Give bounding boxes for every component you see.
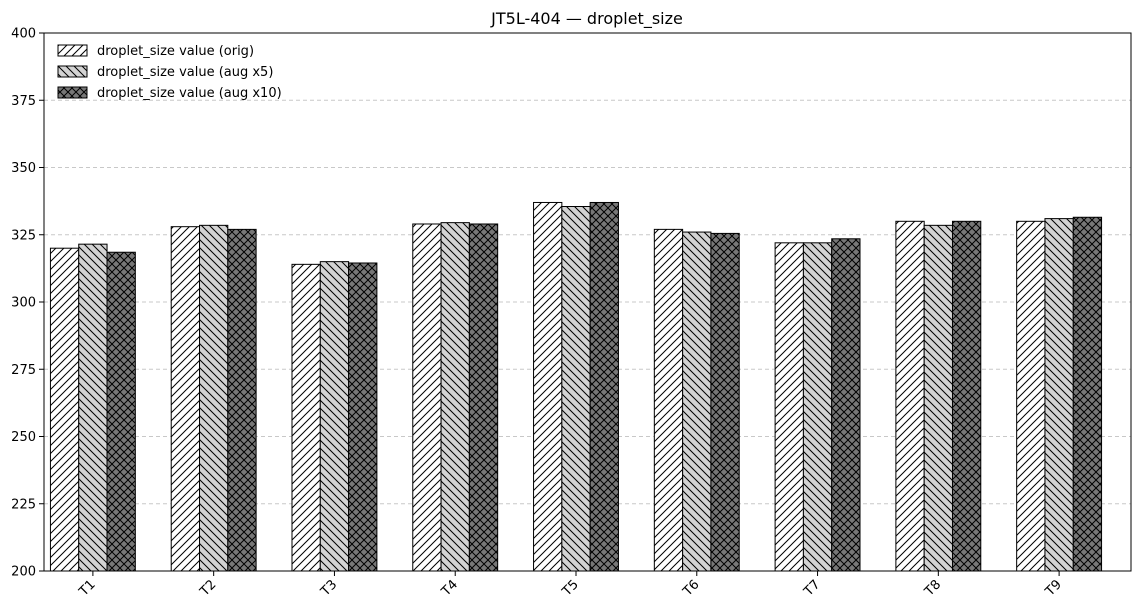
x-tick-label: T9 bbox=[1042, 577, 1065, 600]
x-tick-label: T1 bbox=[76, 577, 99, 600]
bars bbox=[49, 201, 1103, 572]
bar-t6-series-1 bbox=[653, 228, 684, 572]
legend-swatch bbox=[57, 65, 88, 78]
x-tick-label: T2 bbox=[197, 577, 220, 600]
x-tick-label: T5 bbox=[559, 577, 582, 600]
bar-t5-series-1 bbox=[533, 201, 563, 572]
bar-t6-series-2 bbox=[682, 231, 712, 572]
x-tick-label: T8 bbox=[921, 577, 944, 600]
x-tick-label: T4 bbox=[438, 577, 461, 600]
y-tick-label: 200 bbox=[11, 565, 36, 580]
y-tick-label: 350 bbox=[11, 161, 36, 176]
plot-frame bbox=[43, 32, 1132, 572]
y-tick-label: 275 bbox=[11, 363, 36, 378]
bar-t9-series-3 bbox=[1072, 216, 1103, 572]
legend: droplet_size value (orig) droplet_size va… bbox=[57, 44, 282, 101]
x-tick-label: T3 bbox=[317, 577, 340, 600]
y-tick-label: 375 bbox=[11, 94, 36, 109]
bar-t2-series-1 bbox=[170, 226, 201, 572]
bar-t4-series-3 bbox=[468, 223, 499, 572]
bar-t9-series-2 bbox=[1044, 218, 1074, 572]
bar-t1-series-1 bbox=[49, 247, 80, 572]
bar-t8-series-3 bbox=[951, 220, 982, 572]
bar-t5-series-2 bbox=[561, 206, 591, 572]
y-tick-label: 250 bbox=[11, 430, 36, 445]
y-tick-label: 225 bbox=[11, 497, 36, 512]
bar-t2-series-2 bbox=[199, 224, 229, 572]
legend-label: droplet_size value (orig) bbox=[97, 44, 254, 59]
bar-t8-series-2 bbox=[923, 224, 953, 572]
bar-t3-series-2 bbox=[319, 261, 350, 572]
bar-t2-series-3 bbox=[227, 228, 257, 572]
bar-t7-series-1 bbox=[774, 242, 804, 572]
y-tick-label: 400 bbox=[11, 27, 36, 42]
bar-t4-series-2 bbox=[440, 222, 470, 572]
x-tick-label: T7 bbox=[801, 577, 824, 600]
bar-t9-series-1 bbox=[1016, 220, 1046, 572]
bar-t4-series-1 bbox=[412, 223, 442, 572]
bar-t7-series-2 bbox=[802, 242, 833, 572]
bar-t6-series-3 bbox=[710, 232, 740, 572]
bar-t7-series-3 bbox=[831, 238, 861, 572]
chart-title: JT5L-404 — droplet_size bbox=[490, 9, 683, 29]
bar-t1-series-2 bbox=[78, 243, 108, 572]
legend-swatch bbox=[57, 86, 88, 99]
legend-swatch bbox=[57, 44, 88, 57]
bar-t3-series-1 bbox=[291, 263, 321, 572]
legend-label: droplet_size value (aug x10) bbox=[97, 86, 282, 101]
y-tick-label: 325 bbox=[11, 228, 36, 243]
bar-t1-series-3 bbox=[106, 251, 136, 572]
x-tick-label: T6 bbox=[680, 577, 703, 600]
y-tick-label: 300 bbox=[11, 296, 36, 311]
bar-t5-series-3 bbox=[589, 201, 619, 572]
bar-t8-series-1 bbox=[895, 220, 925, 572]
bar-t3-series-3 bbox=[348, 262, 378, 572]
legend-label: droplet_size value (aug x5) bbox=[97, 65, 273, 80]
